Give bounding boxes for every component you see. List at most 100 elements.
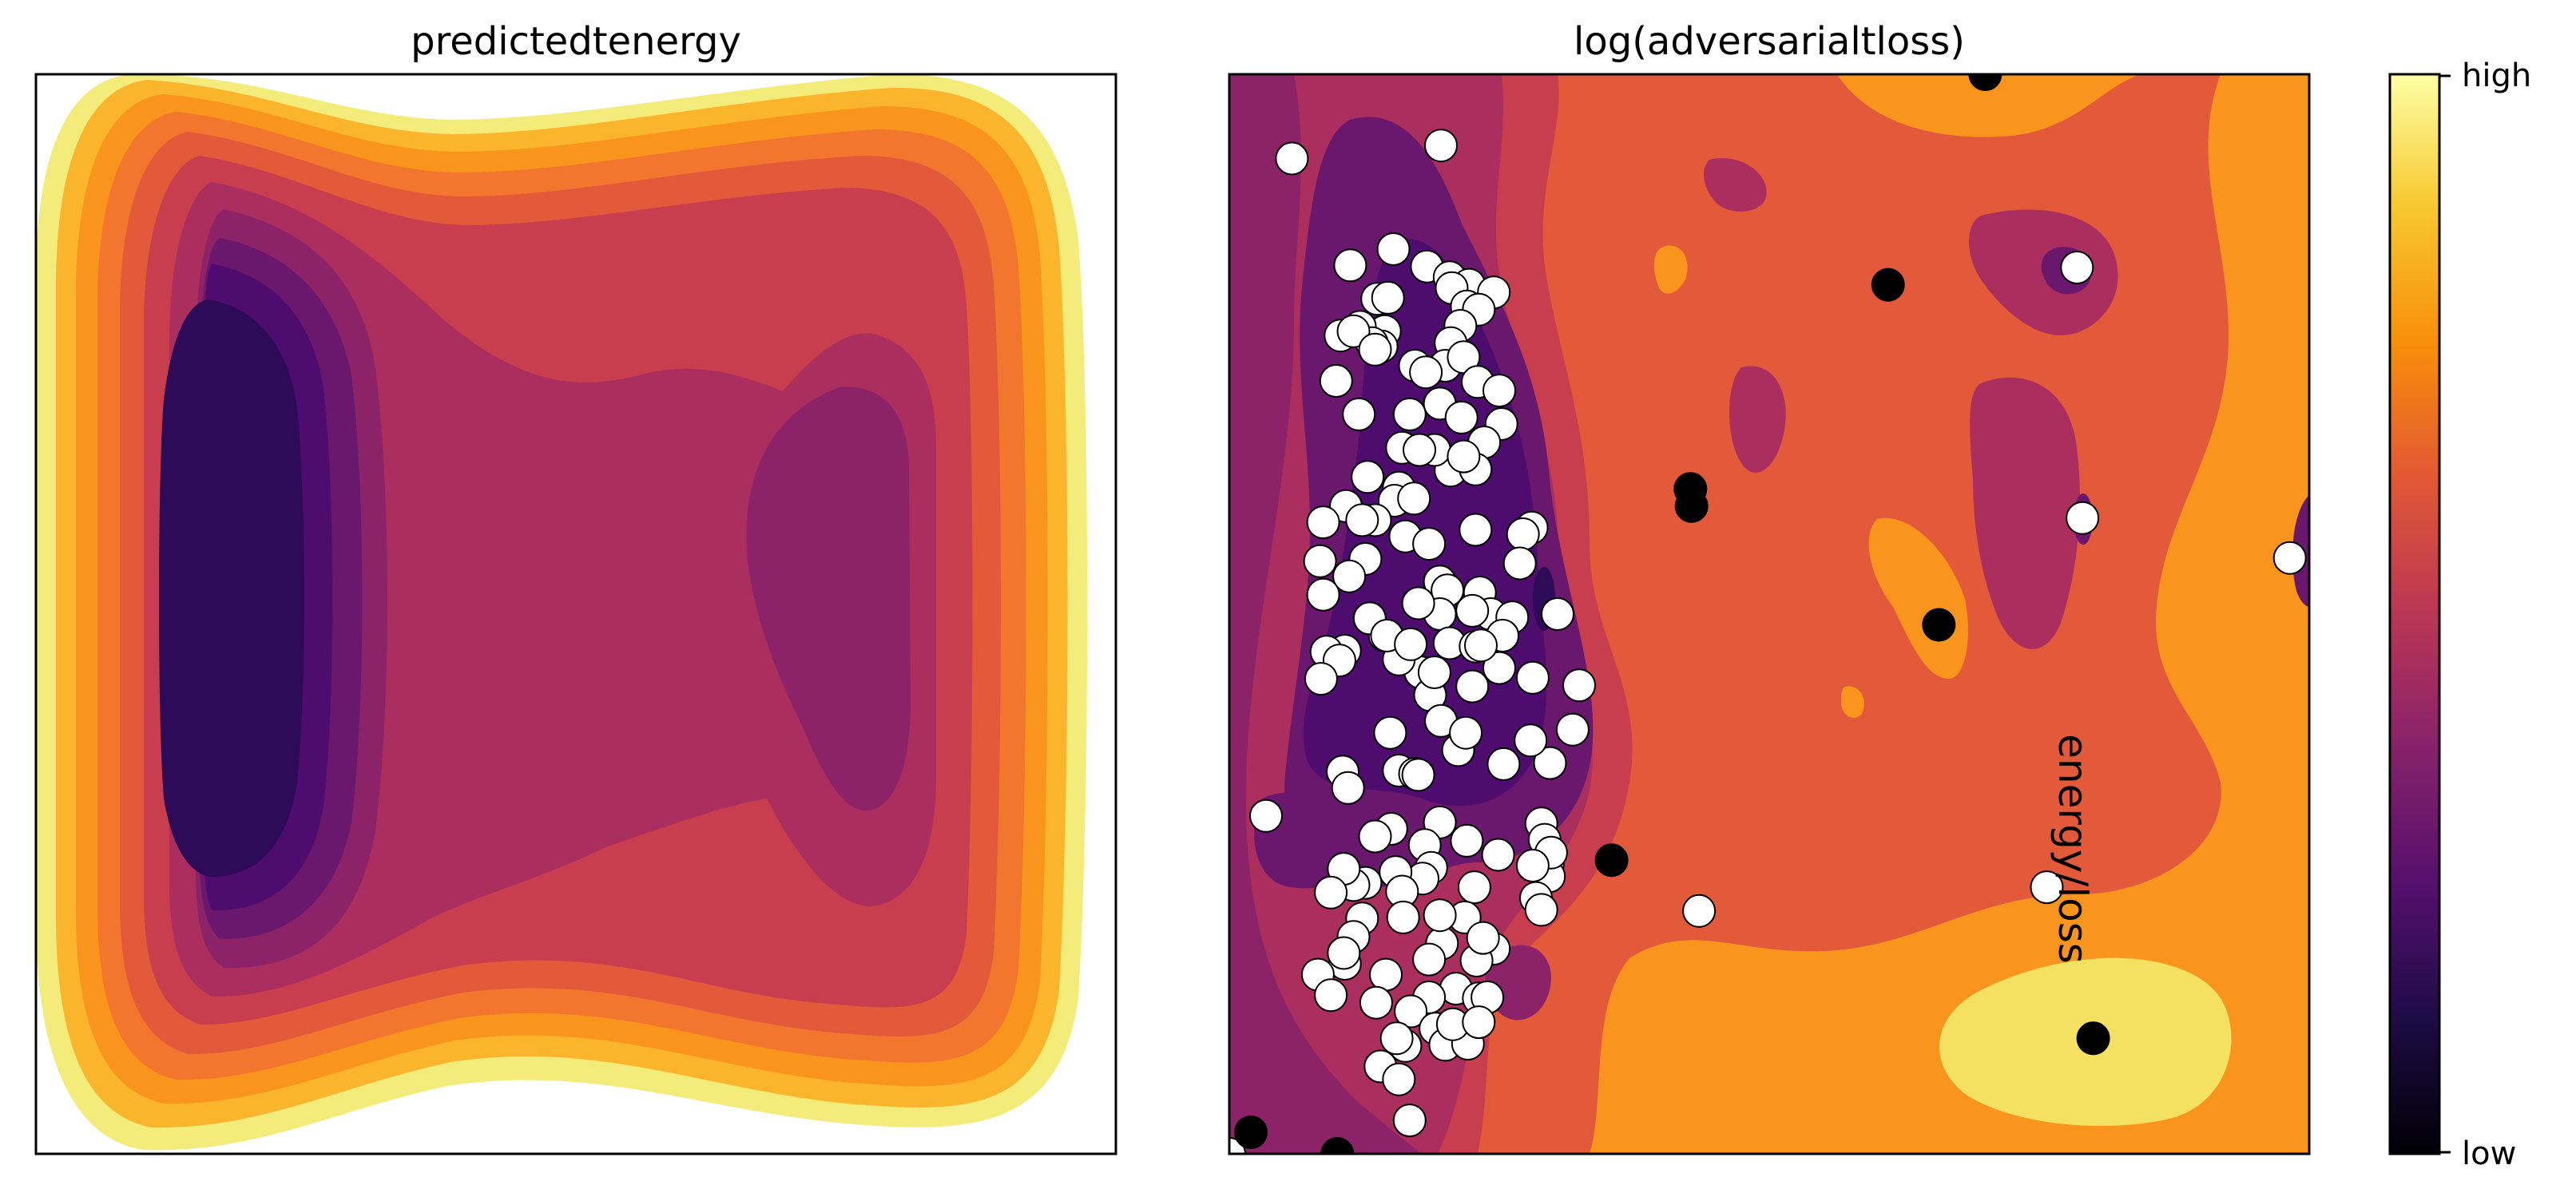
colorbar-label-low: low (2462, 1135, 2516, 1172)
left-panel-title: predictedtenergy (411, 19, 741, 64)
energy-level-0 (159, 299, 304, 878)
scatter-point-white-154 (1359, 985, 1393, 1020)
scatter-point-white-160 (1682, 894, 1717, 928)
loss-level-purple (1229, 74, 1422, 1154)
scatter-point-white-157 (2060, 251, 2094, 284)
scatter-point-white-100 (1331, 771, 1365, 805)
loss-level-magenta-blob-mid2 (1729, 366, 1786, 473)
scatter-point-white-10 (1371, 280, 1405, 315)
scatter-point-white-57 (1502, 546, 1537, 581)
scatter-point-white-93 (1533, 746, 1567, 780)
scatter-point-white-85 (1417, 656, 1451, 689)
scatter-point-white-39 (1403, 433, 1436, 467)
colorbar-label-high: high (2462, 57, 2531, 94)
scatter-point-white-113 (1457, 870, 1491, 905)
scatter-point-black-6 (2076, 1021, 2110, 1056)
scatter-point-white-150 (1462, 1005, 1496, 1040)
scatter-point-white-29 (1482, 374, 1516, 408)
scatter-point-white-2 (1333, 248, 1367, 283)
scatter-point-white-66 (1401, 586, 1435, 620)
scatter-point-white-32 (1444, 400, 1479, 434)
scatter-point-white-21 (1336, 314, 1371, 348)
scatter-point-white-133 (1466, 921, 1500, 955)
scatter-point-white-89 (1373, 715, 1407, 750)
scatter-point-white-87 (1464, 628, 1498, 663)
scatter-point-white-41 (1351, 460, 1385, 494)
scatter-point-white-77 (1304, 662, 1338, 696)
scatter-point-white-48 (1306, 505, 1340, 540)
loss-level-orange-blob3 (1841, 686, 1864, 719)
scatter-point-white-96 (1555, 712, 1590, 747)
scatter-point-white-22 (1358, 332, 1392, 367)
scatter-point-black-4 (1922, 608, 1956, 642)
left-panel: predictedtenergy (34, 19, 1117, 1155)
scatter-point-white-52 (1332, 559, 1367, 593)
scatter-point-white-56 (1506, 517, 1540, 551)
scatter-point-white-94 (1486, 747, 1521, 781)
scatter-point-white-26 (1319, 364, 1353, 398)
scatter-point-white-30 (1342, 397, 1376, 431)
scatter-point-white-53 (1306, 577, 1340, 612)
scatter-point-black-5 (1594, 843, 1629, 878)
scatter-point-white-83 (1562, 668, 1596, 703)
scatter-point-white-159 (2272, 541, 2307, 575)
scatter-point-white-116 (1314, 875, 1348, 910)
scatter-point-white-1 (1424, 129, 1458, 163)
scatter-point-white-86 (1455, 669, 1490, 703)
scatter-point-white-161 (2030, 870, 2064, 905)
scatter-point-white-40 (1447, 439, 1481, 474)
scatter-point-black-7 (1234, 1116, 1268, 1149)
left-plot-frame (34, 73, 1117, 1155)
scatter-point-white-81 (1482, 651, 1516, 685)
scatter-point-white-153 (1392, 1104, 1427, 1138)
right-plot-frame (1228, 73, 2311, 1155)
scatter-point-white-44 (1397, 482, 1431, 516)
energy-level-3b (746, 386, 911, 811)
scatter-point-white-0 (1275, 141, 1309, 176)
scatter-point-white-120 (1249, 799, 1283, 833)
scatter-point-white-92 (1401, 758, 1435, 792)
scatter-point-white-82 (1515, 660, 1550, 695)
loss-level-magenta-blob-top2 (1704, 158, 1767, 212)
colorbar-gradient (2388, 73, 2441, 1155)
right-panel-title: log(adversarialtloss) (1574, 19, 1965, 64)
scatter-point-white-155 (1314, 978, 1348, 1013)
scatter-point-white-49 (1345, 503, 1379, 537)
right-panel: log(adversarialtloss) energy/ (1228, 19, 2311, 1155)
energy-contours (36, 74, 1088, 1151)
scatter-point-white-98 (1449, 715, 1483, 750)
energy-loss-annotation: energy/loss (2050, 734, 2096, 964)
scatter-point-black-1 (1871, 268, 1905, 302)
scatter-point-white-107 (1450, 823, 1484, 858)
scatter-point-white-145 (1369, 957, 1403, 992)
loss-level-magenta-blob-mid (1970, 377, 2080, 649)
scatter-point-black-8 (1320, 1137, 1355, 1154)
scatter-point-white-50 (1303, 544, 1337, 578)
scatter-point-black-3 (1674, 489, 1709, 523)
scatter-point-white-31 (1392, 397, 1427, 431)
scatter-point-white-146 (1412, 942, 1447, 977)
scatter-point-white-25 (1409, 355, 1443, 390)
scatter-point-white-63 (1412, 527, 1447, 561)
scatter-point-white-74 (1394, 627, 1428, 661)
scatter-point-white-3 (1376, 232, 1411, 266)
scatter-point-white-139 (1394, 994, 1428, 1028)
scatter-point-white-129 (1515, 849, 1550, 882)
scatter-point-white-158 (2066, 501, 2100, 535)
scatter-point-white-130 (1423, 898, 1457, 933)
scatter-point-white-97 (1514, 723, 1548, 758)
scatter-point-white-123 (1524, 893, 1558, 927)
scatter-point-white-54 (1459, 513, 1493, 547)
scatter-point-white-144 (1327, 936, 1361, 970)
scatter-point-white-103 (1358, 819, 1392, 854)
scatter-point-white-126 (1386, 900, 1420, 934)
scatter-point-white-148 (1379, 1021, 1414, 1056)
colorbar: high low (2388, 57, 2531, 1172)
scatter-point-white-105 (1481, 838, 1515, 872)
scatter-point-white-152 (1382, 1062, 1416, 1096)
loss-level-orange-blob1 (1653, 245, 1688, 294)
scatter-point-black-0 (1968, 74, 2002, 91)
scatter-point-white-65 (1455, 593, 1490, 628)
scatter-points (1229, 74, 2307, 1154)
